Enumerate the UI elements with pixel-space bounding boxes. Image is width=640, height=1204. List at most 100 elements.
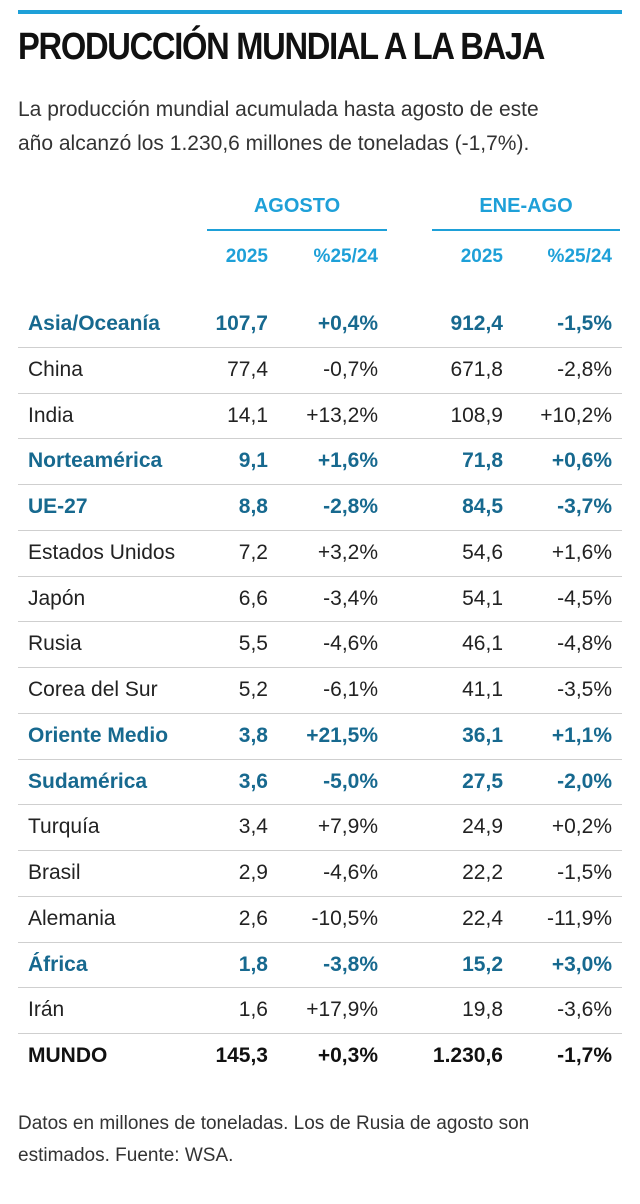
row-separator [18,1033,622,1034]
cell-value: -3,6% [557,998,612,1022]
cell-value: +3,2% [317,540,378,564]
row-separator [18,392,622,394]
row-label: Japón [28,586,86,610]
cell-value: +1,6% [317,449,378,473]
row-label: Sudamérica [28,769,148,793]
group-underline [207,229,387,231]
cell-value: +7,9% [317,815,378,839]
cell-value: -2,0% [557,769,612,793]
row-label: Asia/Oceanía [28,312,160,335]
cell-value: +1,6% [551,540,612,564]
cell-value: 7,2 [238,540,268,564]
cell-value: 5,5 [238,632,268,656]
row-separator [18,667,622,668]
row-label: India [28,403,74,427]
cell-value: 9,1 [238,449,268,473]
cell-value: -4,6% [323,861,378,884]
cell-value: 71,8 [462,449,503,473]
cell-value: -10,5% [311,906,378,930]
cell-value: +21,5% [306,723,378,747]
cell-value: 1,8 [238,952,268,976]
cell-value: +13,2% [306,403,378,427]
cell-value: +0,6% [551,449,612,473]
cell-value: 14,1 [227,403,268,427]
cell-value: 8,8 [238,495,268,518]
cell-value: -1,5% [557,312,612,335]
cell-value: 27,5 [462,769,503,793]
cell-value: 46,1 [462,632,503,656]
row-label: China [28,357,83,381]
cell-value: -3,4% [323,586,378,610]
cell-value: -3,8% [323,952,378,976]
subtitle: La producción mundial acumulada hasta ag… [18,98,539,121]
row-label: Norteamérica [28,449,163,473]
cell-value: 36,1 [462,723,503,747]
cell-value: 22,2 [462,861,503,884]
row-separator [18,621,622,623]
cell-value: 6,6 [238,586,268,610]
cell-value: 107,7 [215,312,268,335]
group-header: ENE-AGO [479,195,573,217]
cell-value: 77,4 [227,357,268,381]
footnote: Datos en millones de toneladas. Los de R… [18,1113,530,1134]
cell-value: -1,5% [557,861,612,884]
cell-value: -5,0% [323,769,378,793]
cell-value: 145,3 [215,1044,268,1067]
title: PRODUCCIÓN MUNDIAL A LA BAJA [18,26,545,68]
row-separator [18,438,622,440]
cell-value: 5,2 [238,678,268,701]
cell-value: +0,3% [317,1044,378,1067]
row-label: UE-27 [28,495,88,518]
cell-value: 1,6 [238,998,268,1022]
cell-value: 3,6 [238,769,268,793]
cell-value: +1,1% [551,723,612,747]
cell-value: -6,1% [323,678,378,701]
cell-value: 1.230,6 [432,1044,503,1067]
row-separator [18,346,622,348]
group-header: AGOSTO [253,195,341,217]
row-label: Brasil [28,861,81,884]
row-separator [18,987,622,989]
footnote: estimados. Fuente: WSA. [18,1145,234,1166]
row-label: Irán [28,998,65,1022]
cell-value: +10,2% [540,403,612,427]
row-label: Rusia [28,632,82,656]
row-label: Oriente Medio [28,723,169,747]
row-separator [18,850,622,851]
cell-value: -4,6% [323,632,378,656]
cell-value: 671,8 [450,357,503,381]
cell-value: -2,8% [557,357,612,381]
row-label: MUNDO [28,1044,108,1067]
cell-value: 22,4 [462,906,503,930]
row-separator [18,712,622,714]
row-separator [18,575,622,577]
row-label: Corea del Sur [28,678,158,701]
cell-value: 3,8 [238,723,268,747]
cell-value: 2,9 [238,861,268,884]
group-underline [432,229,620,231]
cell-value: -4,5% [557,586,612,610]
column-header: 2025 [460,246,503,267]
cell-value: -1,7% [557,1044,612,1067]
row-separator [18,758,622,760]
row-label: Turquía [28,815,100,839]
subtitle: año alcanzó los 1.230,6 millones de tone… [18,132,530,155]
cell-value: 3,4 [238,815,268,839]
column-header: %25/24 [313,246,378,267]
cell-value: 19,8 [462,998,503,1022]
row-label: Alemania [28,906,116,930]
cell-value: -4,8% [557,632,612,656]
cell-value: 24,9 [462,815,503,839]
cell-value: 108,9 [450,403,503,427]
cell-value: 54,1 [462,586,503,610]
column-header: 2025 [225,246,268,267]
cell-value: -3,7% [557,495,612,518]
cell-value: +0,4% [317,312,378,335]
row-separator [18,804,622,806]
cell-value: -0,7% [323,357,378,381]
top-bar [18,10,622,14]
cell-value: -3,5% [557,678,612,701]
cell-value: 15,2 [462,952,503,976]
row-label: África [28,952,88,976]
